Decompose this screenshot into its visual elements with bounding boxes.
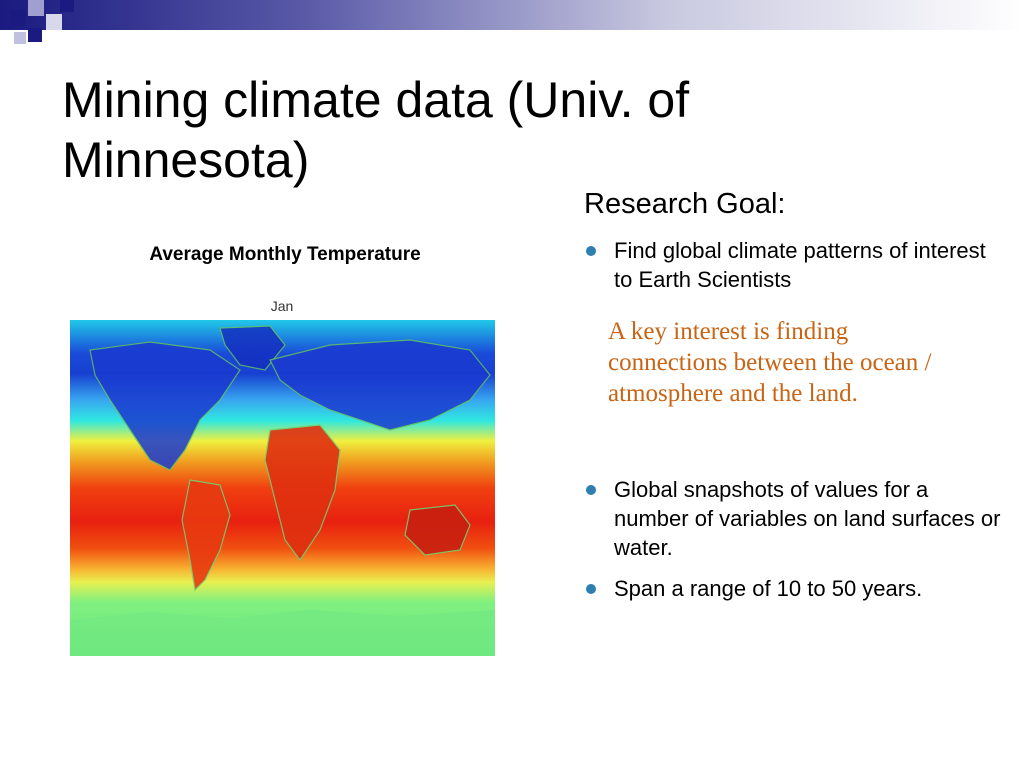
snapshot-bullet: Global snapshots of values for a number … [584,475,1004,562]
bullet-dot-icon [586,485,596,495]
top-banner-gradient [0,0,1024,30]
snapshot-bullet-text: Global snapshots of values for a number … [614,477,1001,560]
key-interest-note: A key interest is finding connections be… [608,318,932,407]
span-bullet: Span a range of 10 to 50 years. [584,574,1004,603]
span-bullet-text: Span a range of 10 to 50 years. [614,576,923,601]
goal-bullet: Find global climate patterns of interest… [584,236,1004,294]
bullet-dot-icon [586,584,596,594]
figure-title: Average Monthly Temperature [149,244,421,265]
goal-bullet-text: Find global climate patterns of interest… [614,238,986,292]
bullet-dot-icon [586,246,596,256]
map-month-label: Jan [270,298,294,314]
corner-decoration [0,0,80,64]
temperature-map [70,320,495,656]
slide-title: Mining climate data (Univ. of Minnesota) [62,72,690,188]
continent-outlines [70,325,495,656]
research-goal-heading: Research Goal: [584,188,786,220]
